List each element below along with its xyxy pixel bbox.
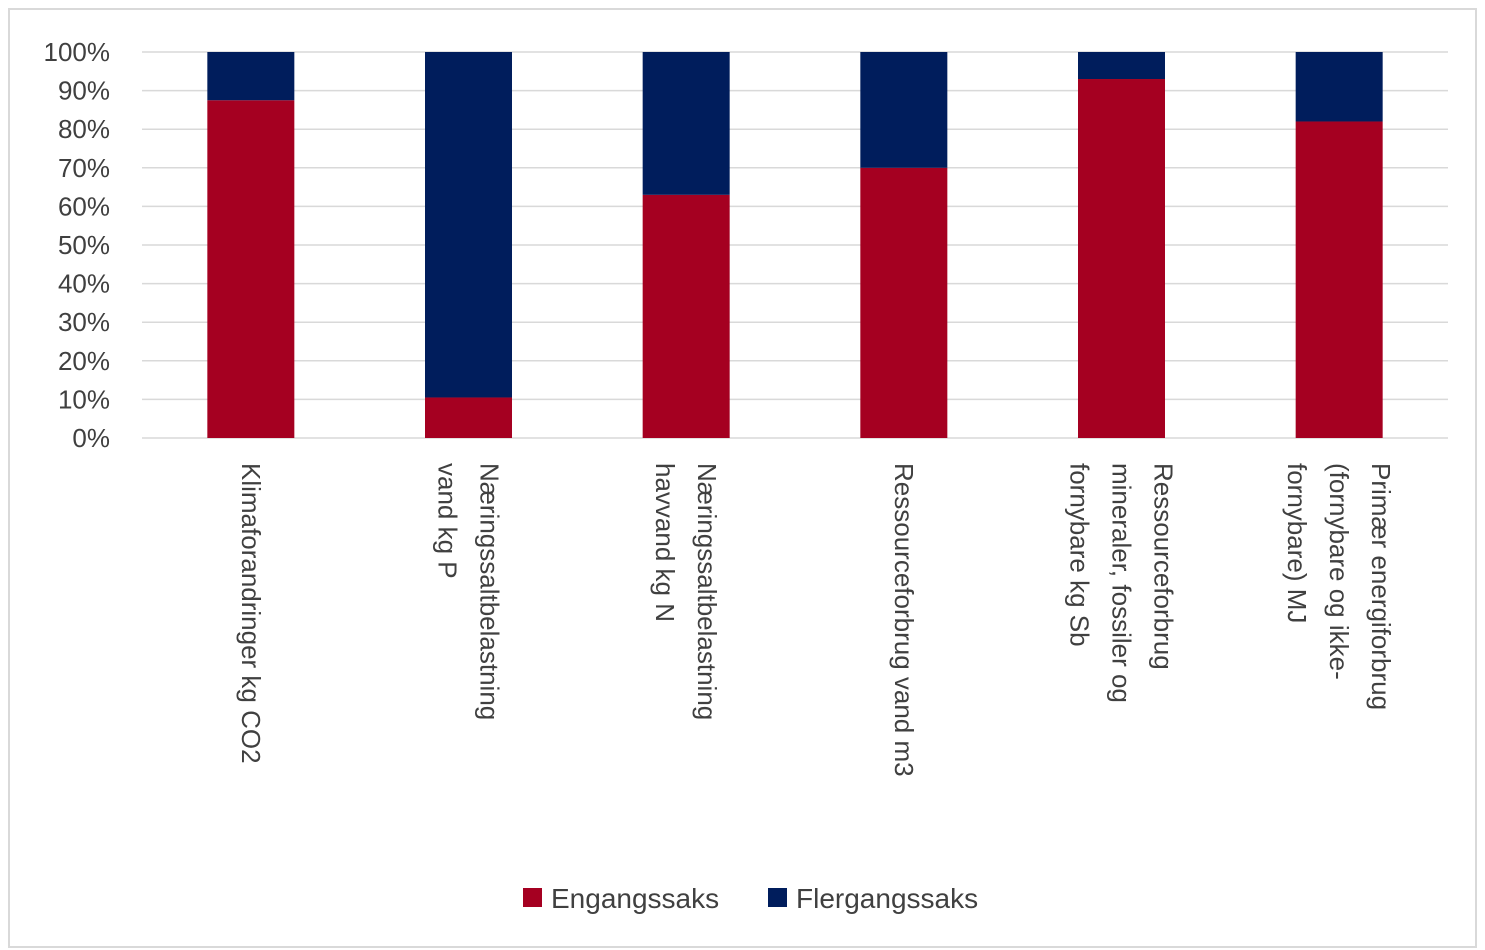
y-tick-label: 90% [58, 76, 110, 106]
x-tick-label: Klimaforandringer kg CO2 [236, 463, 266, 764]
x-tick-label: fornybare) MJ [1282, 463, 1312, 623]
bar-flergangssaks-0 [207, 52, 295, 101]
y-tick-label: 30% [58, 307, 110, 337]
bar-flergangssaks-2 [642, 52, 730, 195]
bar-flergangssaks-3 [860, 52, 948, 168]
legend-swatch-engangssaks [523, 888, 542, 907]
bar-flergangssaks-4 [1078, 52, 1165, 80]
bar-flergangssaks-1 [425, 52, 512, 398]
y-axis: 0% 10% 20% 30% 40% 50% 60% 70% 80% 90% 100% [44, 37, 111, 453]
x-tick-label: fornybare kg Sb [1065, 463, 1095, 647]
y-tick-label: 10% [58, 384, 110, 414]
legend-swatch-flergangssaks [768, 888, 787, 907]
gridlines [142, 51, 1448, 439]
legend-label-engangssaks: Engangssaks [551, 883, 719, 914]
y-tick-label: 40% [58, 269, 110, 299]
y-tick-label: 80% [58, 114, 110, 144]
x-tick-label: Ressourceforbrug [1149, 463, 1179, 670]
x-tick-label: mineraler, fossiler og [1107, 463, 1137, 703]
bars [207, 52, 1383, 439]
x-axis: Klimaforandringer kg CO2 Næringssaltbelas… [236, 463, 1396, 777]
legend-label-flergangssaks: Flergangssaks [796, 883, 978, 914]
y-tick-label: 20% [58, 346, 110, 376]
y-tick-label: 70% [58, 153, 110, 183]
y-tick-label: 100% [44, 37, 111, 67]
bar-engangssaks-3 [860, 167, 948, 439]
bar-flergangssaks-5 [1295, 52, 1383, 122]
x-tick-label: vand kg P [433, 463, 463, 579]
x-tick-label: Ressourceforbrug vand m3 [889, 463, 919, 777]
bar-engangssaks-4 [1078, 79, 1165, 439]
x-tick-label: Primær energiforbrug [1366, 463, 1396, 710]
bar-engangssaks-0 [207, 100, 295, 438]
y-tick-label: 0% [72, 423, 110, 453]
bar-engangssaks-1 [425, 397, 512, 438]
x-tick-label: havvand kg N [650, 463, 680, 622]
x-tick-label: Næringssaltbelastning [692, 463, 722, 720]
bar-engangssaks-5 [1295, 121, 1383, 438]
x-tick-label: Næringssaltbelastning [475, 463, 505, 720]
y-tick-label: 50% [58, 230, 110, 260]
y-tick-label: 60% [58, 191, 110, 221]
legend: Engangssaks Flergangssaks [523, 883, 978, 914]
x-tick-label: (fornybare og ikke- [1324, 463, 1354, 680]
bar-engangssaks-2 [642, 194, 730, 438]
